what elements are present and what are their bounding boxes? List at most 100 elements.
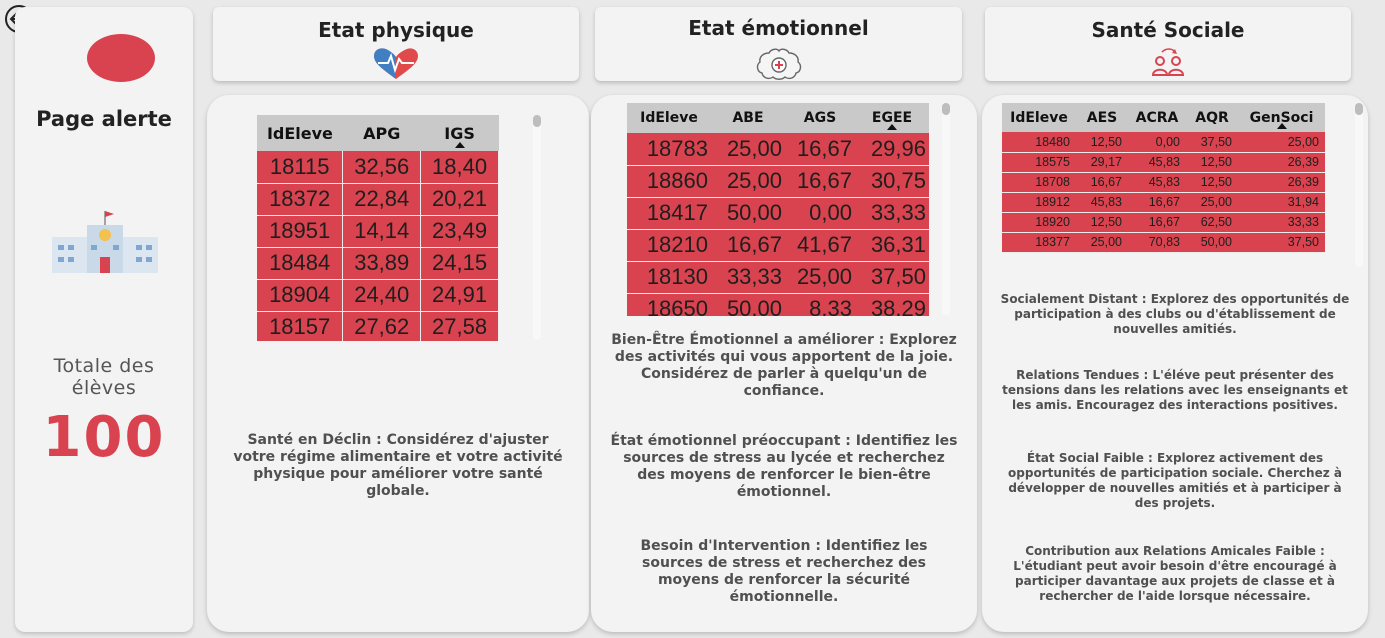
- table-row[interactable]: 18783 25,00 16,67 29,96: [627, 133, 929, 166]
- column-header-ideleve[interactable]: IdEleve: [257, 115, 343, 151]
- table-row[interactable]: 18904 24,40 24,91: [257, 279, 499, 312]
- scroll-thumb[interactable]: [533, 115, 541, 127]
- table-cell: 25,00: [1186, 192, 1238, 213]
- table-cell: 70,83: [1128, 232, 1186, 253]
- column-header-apg[interactable]: APG: [342, 115, 421, 151]
- school-building-icon: [52, 211, 158, 273]
- table-cell: 18708: [1002, 172, 1076, 193]
- table-cell: 45,83: [1128, 172, 1186, 193]
- table-cell: 12,50: [1076, 132, 1128, 153]
- table-cell: 45,83: [1128, 152, 1186, 173]
- table-cell: 33,89: [342, 247, 422, 280]
- sort-ascending-icon: [1276, 123, 1287, 129]
- table-cell: 12,50: [1186, 152, 1238, 173]
- table-etat-emotionnel[interactable]: IdEleve ABE AGS EGEE 18783 25,00 16,67 29,96 18…: [627, 103, 929, 316]
- column-header-ideleve[interactable]: IdEleve: [1002, 103, 1076, 132]
- table-sante-sociale[interactable]: IdEleve AES ACRA AQR GenSoci 18480 12,50 0,00 3…: [1002, 103, 1325, 268]
- table-row[interactable]: 18650 50,00 8,33 38,29: [627, 293, 929, 316]
- table-cell: 18650: [627, 293, 711, 316]
- table-row[interactable]: 18920 12,50 16,67 62,50 33,33: [1002, 212, 1325, 233]
- table-cell: 62,50: [1186, 212, 1238, 233]
- table-cell: 18951: [257, 215, 344, 248]
- table-cell: 27,58: [420, 311, 499, 341]
- table-cell: 18,40: [420, 151, 499, 184]
- note-etat-preoccupant: État émotionnel préoccupant : Identifiez…: [610, 433, 958, 500]
- table-etat-physique[interactable]: IdEleve APG IGS 18115 32,56 18,40 18372 22,84 2…: [257, 115, 499, 341]
- alert-indicator: [87, 34, 155, 82]
- table-row[interactable]: 18417 50,00 0,00 33,33: [627, 197, 929, 230]
- table-cell: 16,67: [711, 229, 785, 262]
- sidebar-panel: Page alerte Totale des élèves 100: [15, 7, 193, 632]
- note-relations-tendues: Relations Tendues : L'éléve peut présent…: [1002, 368, 1348, 412]
- note-besoin-intervention: Besoin d'Intervention : Identifiez les s…: [640, 538, 928, 605]
- table-row[interactable]: 18130 33,33 25,00 37,50: [627, 261, 929, 294]
- table-cell: 20,21: [420, 183, 499, 216]
- table-cell: 18920: [1002, 212, 1076, 233]
- column-header-ags[interactable]: AGS: [785, 103, 855, 133]
- table-cell: 18484: [257, 247, 344, 280]
- table-cell: 25,00: [785, 261, 855, 294]
- table-row[interactable]: 18708 16,67 45,83 12,50 26,39: [1002, 172, 1325, 193]
- table-cell: 0,00: [785, 197, 855, 230]
- table-row[interactable]: 18951 14,14 23,49: [257, 215, 499, 248]
- header-etat-physique: Etat physique: [213, 7, 579, 81]
- table-row[interactable]: 18115 32,56 18,40: [257, 151, 499, 184]
- header-title: Etat émotionnel: [688, 16, 869, 40]
- table-cell: 24,15: [420, 247, 499, 280]
- column-header-egee[interactable]: EGEE: [855, 103, 929, 133]
- table-row[interactable]: 18860 25,00 16,67 30,75: [627, 165, 929, 198]
- table-cell: 8,33: [785, 293, 855, 316]
- table-cell: 18115: [257, 151, 344, 184]
- table-cell: 27,62: [342, 311, 422, 341]
- header-title: Santé Sociale: [1091, 18, 1245, 42]
- column-header-ideleve[interactable]: IdEleve: [627, 103, 711, 133]
- sort-ascending-icon: [887, 124, 897, 130]
- column-header-abe[interactable]: ABE: [711, 103, 785, 133]
- scroll-thumb[interactable]: [1355, 103, 1363, 115]
- table-cell: 22,84: [342, 183, 422, 216]
- total-students-label: Totale des élèves: [53, 355, 155, 399]
- page-title: Page alerte: [36, 107, 172, 131]
- panel-sante-sociale: IdEleve AES ACRA AQR GenSoci 18480 12,50 0,00 3…: [982, 95, 1368, 632]
- table-cell: 18904: [257, 279, 344, 312]
- table-row[interactable]: 18377 25,00 70,83 50,00 37,50: [1002, 232, 1325, 253]
- column-header-gensoci[interactable]: GenSoci: [1238, 103, 1325, 132]
- table-cell: 12,50: [1076, 212, 1128, 233]
- table-scrollbar[interactable]: [533, 115, 541, 340]
- table-cell: 0,00: [1128, 132, 1186, 153]
- panel-etat-emotionnel: IdEleve ABE AGS EGEE 18783 25,00 16,67 29,96 18…: [591, 95, 977, 632]
- note-bien-etre: Bien-Être Émotionnel a améliorer : Explo…: [611, 332, 957, 399]
- table-cell: 14,14: [342, 215, 422, 248]
- header-etat-emotionnel: Etat émotionnel: [595, 7, 962, 81]
- table-row[interactable]: 18210 16,67 41,67 36,31: [627, 229, 929, 262]
- table-row[interactable]: 18372 22,84 20,21: [257, 183, 499, 216]
- table-scrollbar[interactable]: [1355, 103, 1363, 267]
- table-scrollbar[interactable]: [942, 103, 950, 315]
- table-cell: 25,00: [1076, 232, 1128, 253]
- table-row[interactable]: 18480 12,50 0,00 37,50 25,00: [1002, 132, 1325, 153]
- table-row[interactable]: 18912 45,83 16,67 25,00 31,94: [1002, 192, 1325, 213]
- note-relations-amicales: Contribution aux Relations Amicales Faib…: [1013, 544, 1337, 603]
- table-row[interactable]: 18484 33,89 24,15: [257, 247, 499, 280]
- table-cell: 16,67: [1076, 172, 1128, 193]
- header-title: Etat physique: [318, 18, 474, 42]
- table-cell: 25,00: [711, 165, 785, 198]
- column-header-acra[interactable]: ACRA: [1128, 103, 1186, 132]
- people-exchange-icon: [1151, 48, 1185, 76]
- table-cell: 32,56: [342, 151, 422, 184]
- column-header-igs[interactable]: IGS: [420, 115, 499, 151]
- column-header-aqr[interactable]: AQR: [1186, 103, 1238, 132]
- table-cell: 18783: [627, 133, 711, 166]
- table-cell: 18912: [1002, 192, 1076, 213]
- table-cell: 16,67: [1128, 192, 1186, 213]
- scroll-thumb[interactable]: [942, 103, 950, 115]
- table-cell: 36,31: [855, 229, 929, 262]
- total-students-value: 100: [42, 405, 166, 470]
- table-row[interactable]: 18157 27,62 27,58: [257, 311, 499, 341]
- table-cell: 18860: [627, 165, 711, 198]
- table-cell: 18417: [627, 197, 711, 230]
- table-cell: 25,00: [711, 133, 785, 166]
- column-header-aes[interactable]: AES: [1076, 103, 1128, 132]
- table-row[interactable]: 18575 29,17 45,83 12,50 26,39: [1002, 152, 1325, 173]
- table-cell: 50,00: [1186, 232, 1238, 253]
